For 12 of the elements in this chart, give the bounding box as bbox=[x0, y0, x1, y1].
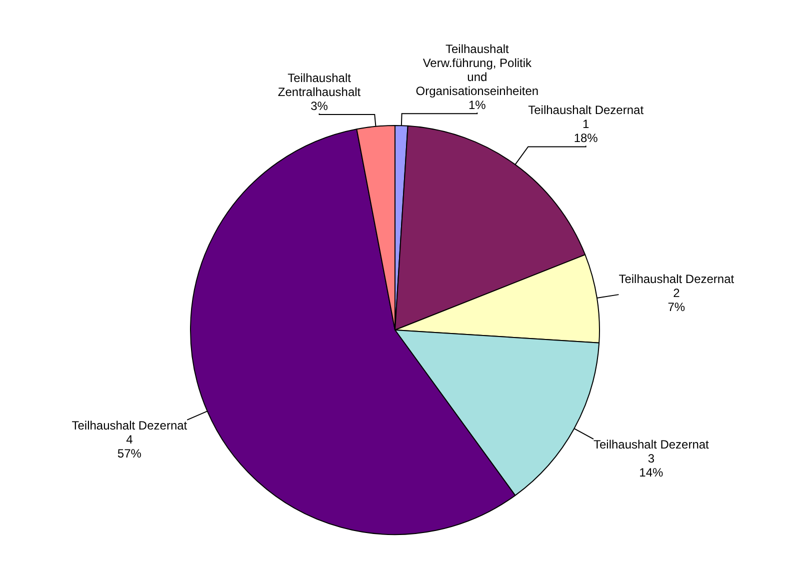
data-label: 3% bbox=[310, 98, 328, 113]
slice-label: Teilhaushalt Zentralhaushalt bbox=[278, 70, 362, 99]
data-label: 57% bbox=[117, 446, 142, 460]
data-label: 1% bbox=[468, 98, 486, 112]
slice-label: Teilhaushalt Dezernat 2 bbox=[618, 272, 735, 300]
data-label: 14% bbox=[639, 465, 664, 480]
slice-label: Teilhaushalt Dezernat 3 bbox=[593, 437, 710, 466]
slice-label: Teilhaushalt Verw.führung, Politik und Organisationseinheiten bbox=[416, 42, 539, 98]
slice-label: Teilhaushalt Dezernat 4 bbox=[72, 418, 188, 446]
data-label: 7% bbox=[668, 300, 686, 314]
slice-label: Teilhaushalt Dezernat 1 bbox=[528, 103, 644, 132]
data-label: 18% bbox=[574, 131, 598, 146]
